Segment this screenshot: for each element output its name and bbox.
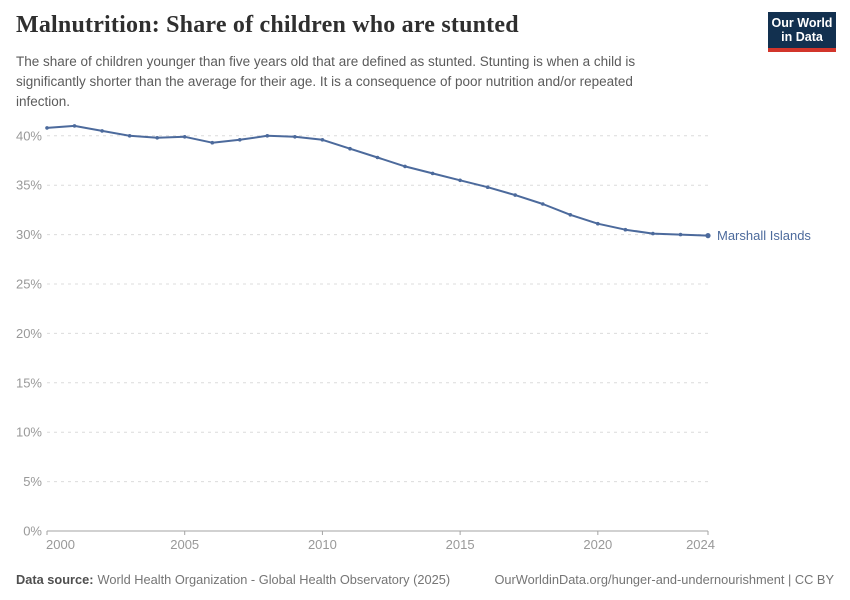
subtitle-line: significantly shorter than the average f… [16, 74, 633, 89]
series-end-label[interactable]: Marshall Islands [717, 228, 811, 243]
data-point[interactable] [623, 227, 628, 232]
data-point[interactable] [182, 135, 187, 139]
y-tick-label: 20% [16, 326, 42, 341]
x-tick-label: 2010 [308, 537, 337, 552]
data-point[interactable] [375, 155, 380, 160]
data-point[interactable] [568, 213, 573, 217]
y-tick-label: 5% [23, 474, 42, 489]
data-source-value: World Health Organization - Global Healt… [97, 572, 451, 587]
data-point[interactable] [485, 185, 490, 189]
x-tick-label: 2020 [583, 537, 612, 552]
data-point[interactable] [210, 140, 215, 145]
x-tick-label: 2005 [170, 537, 199, 552]
series-line-marshall-islands[interactable] [46, 124, 709, 237]
y-tick-label: 15% [16, 375, 42, 390]
data-point[interactable] [320, 138, 325, 142]
y-tick-label: 30% [16, 227, 42, 242]
data-point[interactable] [541, 202, 545, 206]
chart-subtitle: The share of children younger than five … [16, 52, 635, 112]
page-title: Malnutrition: Share of children who are … [16, 12, 519, 38]
x-tick-label: 2015 [446, 537, 475, 552]
data-point[interactable] [705, 233, 711, 239]
owid-logo[interactable]: Our World in Data [768, 12, 836, 52]
data-point[interactable] [348, 146, 352, 151]
y-tick-label: 10% [16, 425, 42, 440]
x-tick-label: 2000 [46, 537, 75, 552]
data-point[interactable] [100, 129, 104, 133]
data-source: Data source: World Health Organization - … [16, 572, 450, 588]
y-tick-label: 0% [23, 524, 42, 539]
y-tick-label: 35% [16, 178, 42, 193]
x-tick-label: 2024 [686, 537, 715, 552]
data-point[interactable] [238, 138, 242, 142]
data-point[interactable] [293, 135, 297, 139]
data-point[interactable] [678, 232, 683, 237]
data-point[interactable] [458, 178, 462, 183]
data-point[interactable] [430, 171, 435, 176]
chart-footer: Data source: World Health Organization - … [16, 572, 834, 588]
data-point[interactable] [155, 136, 159, 140]
y-tick-label: 25% [16, 277, 42, 292]
data-point[interactable] [513, 193, 517, 197]
data-point[interactable] [45, 126, 49, 130]
owid-logo-line1: Our World [771, 16, 833, 30]
data-point[interactable] [72, 124, 77, 128]
data-point[interactable] [265, 134, 270, 138]
data-source-label: Data source: [16, 572, 94, 587]
data-point[interactable] [403, 164, 407, 169]
subtitle-line: The share of children younger than five … [16, 54, 636, 69]
subtitle-line: infection. [16, 94, 71, 109]
data-point[interactable] [651, 231, 655, 236]
data-point[interactable] [127, 134, 132, 138]
owid-logo-line2: in Data [781, 30, 823, 44]
data-point[interactable] [596, 221, 600, 226]
y-tick-label: 40% [16, 128, 42, 143]
owid-citation-link[interactable]: OurWorldinData.org/hunger-and-undernouri… [494, 572, 834, 587]
